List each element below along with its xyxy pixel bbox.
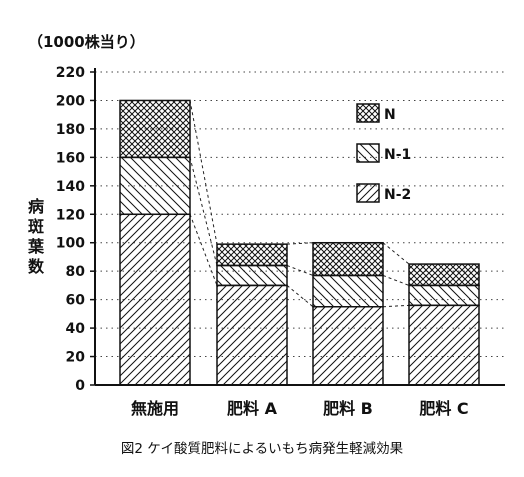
y-tick-label: 160 — [56, 150, 85, 166]
bar-segment-n — [312, 241, 384, 277]
bar-segment-n-2 — [312, 306, 384, 386]
connector-line — [286, 265, 314, 276]
bar-segment-n-1 — [216, 264, 288, 287]
legend-label: N-2 — [384, 187, 411, 203]
bar-segment-n-1 — [408, 284, 480, 307]
y-tick-label: 180 — [56, 122, 85, 138]
x-tick-label: 肥料 C — [419, 399, 468, 418]
legend-swatch-n — [356, 103, 380, 123]
bar-segment-n — [119, 99, 191, 159]
x-tick-label: 肥料 B — [323, 399, 373, 418]
y-axis-label: 病斑葉数 — [27, 197, 45, 276]
figure-caption: 図2 ケイ酸質肥料によるいもち病発生軽減効果 — [120, 441, 404, 457]
y-tick-label: 220 — [56, 65, 85, 81]
bar-segment-n — [216, 243, 288, 267]
x-tick-label: 無施用 — [131, 399, 179, 418]
connector-line — [189, 157, 218, 266]
bar-segment-n-2 — [216, 284, 288, 386]
connector-line — [382, 242, 410, 265]
bar-segment-n-1 — [119, 156, 191, 216]
legend-label: N-1 — [384, 147, 411, 163]
unit-label: （1000株当り） — [28, 33, 145, 51]
connector-line — [189, 214, 218, 286]
y-tick-label: 140 — [56, 179, 85, 195]
bar-segment-n-1 — [312, 274, 384, 308]
y-tick-label: 60 — [66, 293, 86, 309]
legend-label: N — [384, 107, 396, 123]
x-tick-label: 肥料 A — [227, 399, 278, 418]
y-tick-label: 100 — [56, 236, 85, 252]
connector-line — [382, 304, 410, 308]
bar-segment-n-2 — [119, 213, 191, 386]
y-tick-label: 20 — [66, 350, 86, 366]
y-tick-label: 80 — [66, 264, 86, 280]
stacked-bar-chart: （1000株当り） 0 20 40 60 80 100 120 140 160 180 200 220… — [27, 33, 505, 418]
connector-line — [382, 274, 410, 286]
bar-segment-n — [408, 263, 480, 287]
y-tick-label: 40 — [66, 321, 86, 337]
connector-line — [286, 285, 314, 308]
y-tick-label: 200 — [56, 93, 85, 109]
bar-segment-n-2 — [408, 304, 480, 386]
y-tick-label: 120 — [56, 207, 85, 223]
legend-swatch-n-2 — [356, 183, 380, 203]
connector-line — [286, 242, 314, 245]
connector-line — [189, 100, 218, 245]
y-tick-label: 0 — [75, 378, 85, 394]
legend-swatch-n-1 — [356, 143, 380, 163]
